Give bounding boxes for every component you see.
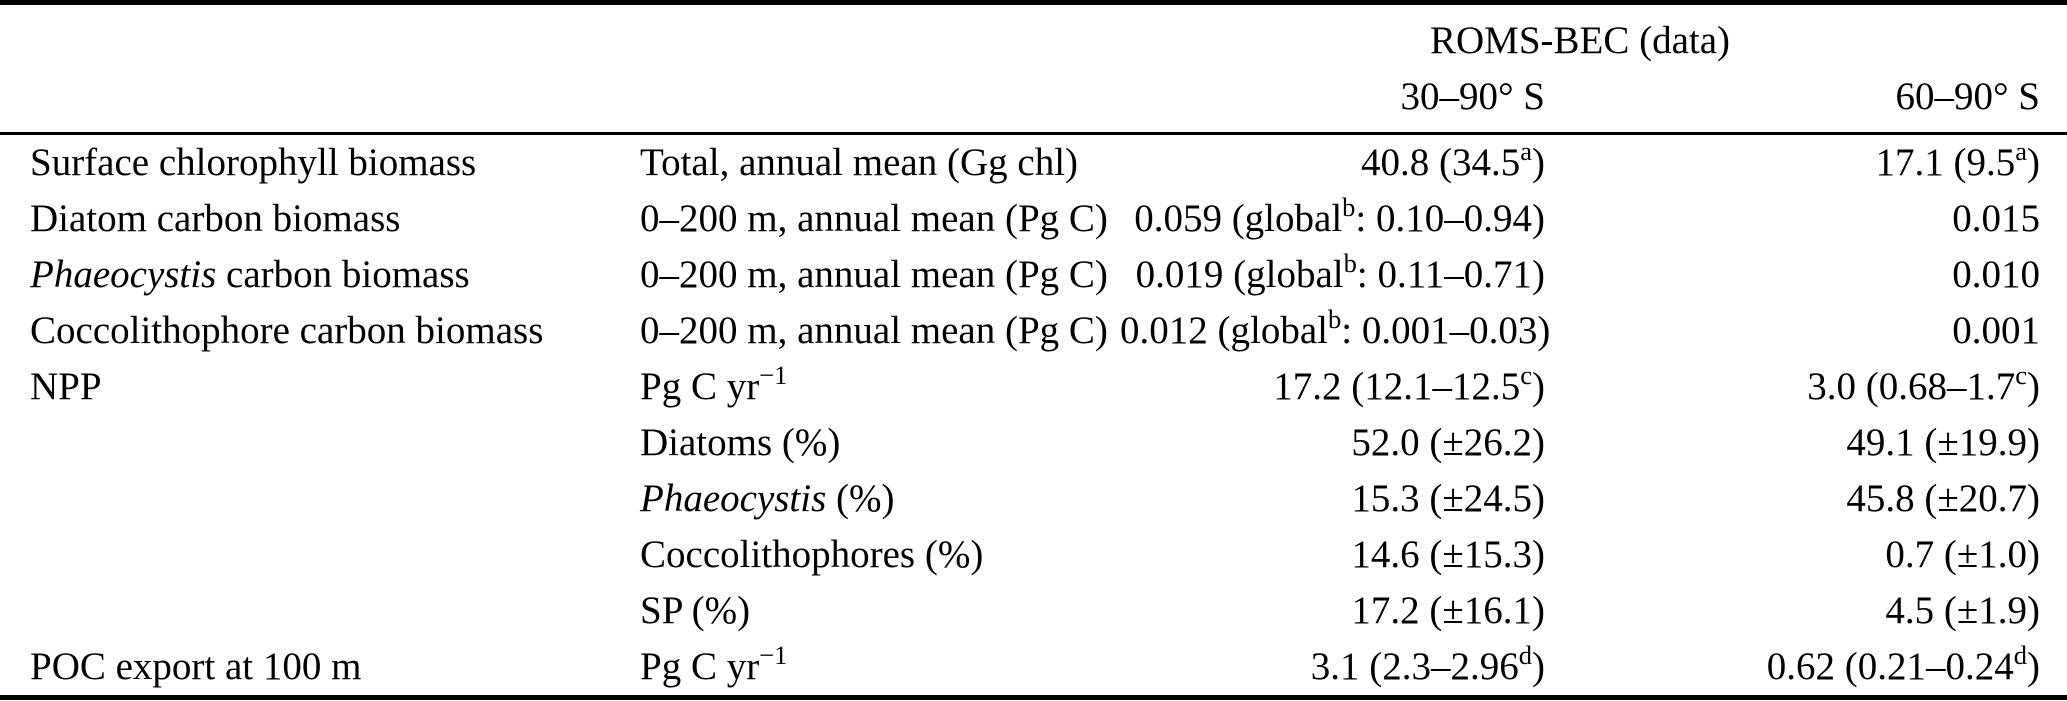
row-desc: Pg C yr−1 [640,360,788,408]
row-desc: Total, annual mean (Gg chl) [640,141,1079,184]
table-mid-rule [0,132,2067,135]
table-header: ROMS-BEC (data) 30–90° S 60–90° S [0,5,2067,132]
value-60-90s: 0.010 [1952,253,2040,296]
value-30-90s: 52.0 (±26.2) [1351,421,1545,464]
row-label: POC export at 100 m [30,645,362,688]
value-30-90s: 0.012 (globalb: 0.001–0.03) [1120,304,1551,352]
value-30-90s: 0.059 (globalb: 0.10–0.94) [1134,192,1545,240]
table-row: NPP Pg C yr−1 17.2 (12.1–12.5c) 3.0 (0.68–1… [30,359,2040,415]
table-row: Coccolithophores (%) 14.6 (±15.3) 0.7 (±1.… [30,527,2040,583]
value-60-90s: 0.015 [1952,197,2040,240]
header-spacer-1 [30,13,640,69]
table-row: Phaeocystis carbon biomass 0–200 m, annua… [30,247,2040,303]
header-spacer-3 [30,69,640,125]
table-row: Diatom carbon biomass 0–200 m, annual mea… [30,191,2040,247]
header-spacer-2 [640,13,1120,69]
table-bottom-rule [0,695,2067,700]
value-30-90s: 3.1 (2.3–2.96d) [1310,640,1545,688]
column-header-30-90s: 30–90° S [1400,75,1545,118]
value-30-90s: 15.3 (±24.5) [1351,477,1545,520]
table-row: POC export at 100 m Pg C yr−1 3.1 (2.3–2.9… [30,639,2040,695]
row-desc: Pg C yr−1 [640,640,788,688]
row-desc: Coccolithophores (%) [640,533,984,576]
row-label: NPP [30,365,102,408]
column-header-60-90s: 60–90° S [1895,75,2040,118]
row-label [30,583,640,639]
value-30-90s: 17.2 (12.1–12.5c) [1273,360,1545,408]
value-60-90s: 45.8 (±20.7) [1846,477,2040,520]
row-label: Surface chlorophyll biomass [30,141,477,184]
table-body: Surface chlorophyll biomass Total, annual… [0,135,2067,695]
table-row: Diatoms (%) 52.0 (±26.2) 49.1 (±19.9) [30,415,2040,471]
value-30-90s: 17.2 (±16.1) [1351,589,1545,632]
value-30-90s: 0.019 (globalb: 0.11–0.71) [1135,248,1545,296]
value-60-90s: 4.5 (±1.9) [1885,589,2040,632]
row-desc: SP (%) [640,589,751,632]
header-columns-row: 30–90° S 60–90° S [30,69,2040,125]
row-desc: 0–200 m, annual mean (Pg C) [640,309,1108,352]
table-row: Coccolithophore carbon biomass 0–200 m, a… [30,303,2040,359]
column-group-header: ROMS-BEC (data) [1429,19,1731,62]
table-row: Phaeocystis (%) 15.3 (±24.5) 45.8 (±20.7) [30,471,2040,527]
value-60-90s: 0.7 (±1.0) [1885,533,2040,576]
row-label: Diatom carbon biomass [30,197,401,240]
value-60-90s: 17.1 (9.5a) [1875,136,2040,184]
value-60-90s: 49.1 (±19.9) [1846,421,2040,464]
row-label [30,415,640,471]
table-row: Surface chlorophyll biomass Total, annual… [30,135,2040,191]
row-label: Phaeocystis carbon biomass [30,253,470,296]
row-label [30,471,640,527]
header-group-row: ROMS-BEC (data) [30,13,2040,69]
row-desc: 0–200 m, annual mean (Pg C) [640,253,1108,296]
value-60-90s: 0.001 [1952,309,2040,352]
row-desc: 0–200 m, annual mean (Pg C) [640,197,1108,240]
table-top-rule [0,0,2067,5]
row-desc: Phaeocystis (%) [640,477,895,520]
value-60-90s: 3.0 (0.68–1.7c) [1807,360,2040,408]
value-60-90s: 0.62 (0.21–0.24d) [1766,640,2040,688]
table-row: SP (%) 17.2 (±16.1) 4.5 (±1.9) [30,583,2040,639]
value-30-90s: 40.8 (34.5a) [1360,136,1545,184]
value-30-90s: 14.6 (±15.3) [1351,533,1545,576]
header-spacer-4 [640,69,1120,125]
row-label [30,527,640,583]
row-label: Coccolithophore carbon biomass [30,309,544,352]
row-desc: Diatoms (%) [640,421,841,464]
